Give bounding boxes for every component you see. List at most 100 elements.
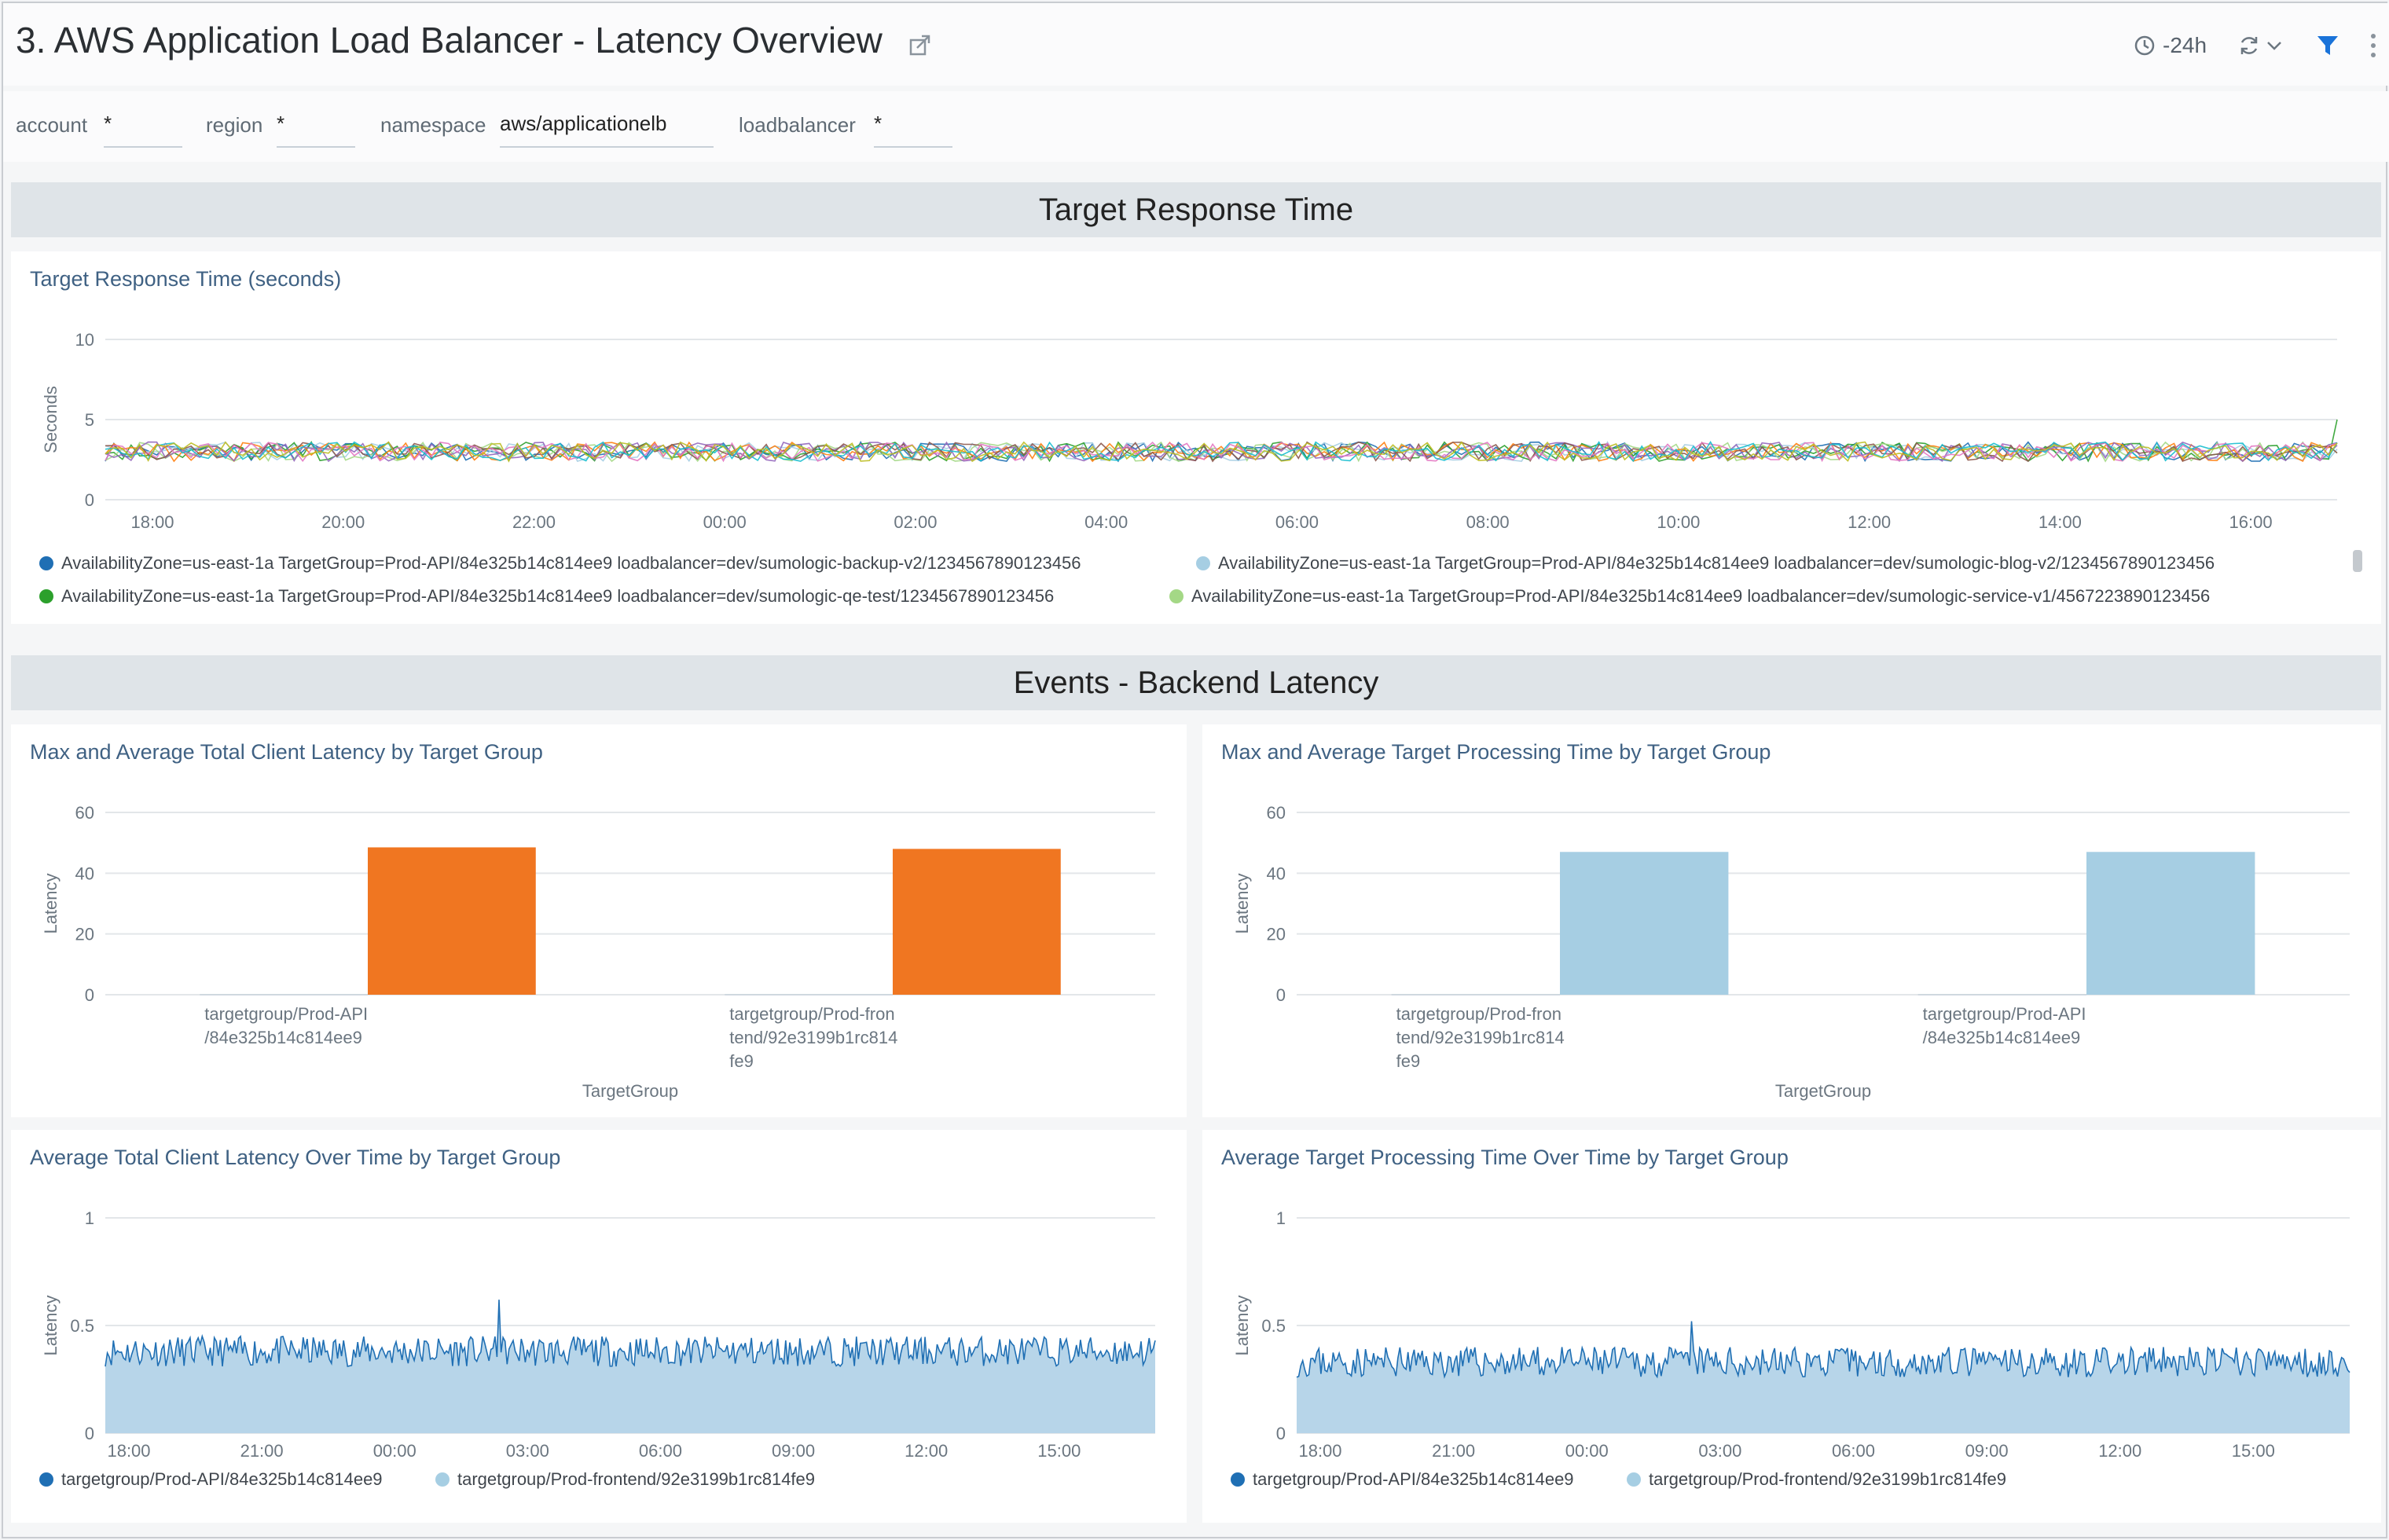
y-tick-label: 0	[85, 985, 94, 1005]
bar	[2086, 852, 2255, 995]
series-line	[105, 441, 2338, 463]
legend-label: AvailabilityZone=us-east-1a TargetGroup=…	[61, 586, 1055, 606]
refresh-icon	[2240, 37, 2258, 54]
bar	[200, 994, 368, 996]
x-tick-label: 03:00	[506, 1441, 549, 1461]
legend-label: AvailabilityZone=us-east-1a TargetGroup=…	[61, 553, 1081, 573]
client-latency-bar-chart: 0 20 40 60 Latency targetgroup/Prod-API/84e32…	[41, 803, 1155, 1101]
y-tick-label: 0	[1276, 1424, 1286, 1443]
x-tick-label: fe9	[729, 1051, 754, 1071]
x-tick-label: 12:00	[1848, 512, 1891, 532]
y-tick-label: 0	[85, 1424, 94, 1443]
x-tick-label: 12:00	[2098, 1441, 2141, 1461]
filter-input-loadbalancer[interactable]: *	[874, 112, 952, 148]
legend-dot	[39, 589, 53, 603]
x-tick-label: targetgroup/Prod-API	[1923, 1004, 2086, 1024]
share-icon[interactable]	[908, 33, 932, 57]
x-tick-label: tend/92e3199b1rc814	[1396, 1028, 1565, 1047]
legend-label: targetgroup/Prod-API/84e325b14c814ee9	[1253, 1469, 1574, 1489]
legend-item[interactable]: AvailabilityZone=us-east-1a TargetGroup=…	[39, 553, 1081, 574]
x-tick-label: tend/92e3199b1rc814	[729, 1028, 897, 1047]
time-range-label: -24h	[2163, 33, 2207, 57]
series-line	[105, 441, 2338, 463]
x-tick-label: fe9	[1396, 1051, 1421, 1071]
filter-label-namespace: namespace	[380, 113, 486, 137]
panel-title: Average Total Client Latency Over Time b…	[30, 1146, 561, 1169]
legend-item[interactable]: targetgroup/Prod-API/84e325b14c814ee9	[1231, 1469, 1574, 1490]
x-tick-label: 21:00	[240, 1441, 284, 1461]
x-tick-label: /84e325b14c814ee9	[1923, 1028, 2081, 1047]
panel-client-latency-bars: Max and Average Total Client Latency by …	[11, 724, 1187, 1117]
panel-title: Average Target Processing Time Over Time…	[1221, 1146, 1789, 1169]
dashboard-header: 3. AWS Application Load Balancer - Laten…	[3, 3, 2389, 86]
legend-dot	[1196, 556, 1210, 570]
section-backend-latency: Events - Backend Latency	[11, 655, 2381, 710]
x-tick-label: 14:00	[2039, 512, 2082, 532]
x-tick-label: 20:00	[321, 512, 365, 532]
more-options-icon[interactable]	[2369, 31, 2378, 60]
clock-icon	[2134, 35, 2155, 56]
series-line	[1296, 1321, 2350, 1379]
x-tick-label: 12:00	[905, 1441, 948, 1461]
x-tick-label: 06:00	[1275, 512, 1319, 532]
filter-label-region: region	[206, 113, 263, 137]
legend-item[interactable]: targetgroup/Prod-frontend/92e3199b1rc814…	[1627, 1469, 2006, 1490]
x-tick-label: 22:00	[512, 512, 556, 532]
bar	[1917, 994, 2086, 996]
x-tick-label: 18:00	[1298, 1441, 1341, 1461]
x-tick-label: 00:00	[373, 1441, 417, 1461]
x-tick-label: 10:00	[1657, 512, 1700, 532]
legend-scrollbar[interactable]	[2353, 550, 2362, 572]
x-tick-label: 08:00	[1466, 512, 1510, 532]
legend-item[interactable]: AvailabilityZone=us-east-1a TargetGroup=…	[1169, 586, 2210, 607]
time-range-button[interactable]: -24h	[2133, 30, 2207, 61]
y-tick-label: 1	[1276, 1208, 1286, 1228]
filter-bar: account * region * namespace aws/applica…	[3, 91, 2389, 162]
x-tick-label: 00:00	[1565, 1441, 1609, 1461]
panel-processing-bars: Max and Average Target Processing Time b…	[1202, 724, 2381, 1117]
filter-input-region[interactable]: *	[277, 112, 355, 148]
x-tick-label: 18:00	[130, 512, 174, 532]
x-tick-label: 02:00	[894, 512, 937, 532]
y-axis-label: Latency	[41, 1295, 61, 1355]
y-tick-label: 60	[75, 803, 94, 823]
x-tick-label: 04:00	[1084, 512, 1128, 532]
bar	[1560, 852, 1729, 995]
legend-dot	[1231, 1472, 1245, 1487]
panel-title: Max and Average Total Client Latency by …	[30, 740, 543, 764]
filter-label-account: account	[16, 113, 88, 137]
x-tick-label: 06:00	[639, 1441, 682, 1461]
x-tick-label: targetgroup/Prod-API	[204, 1004, 368, 1024]
section-target-response-time: Target Response Time	[11, 182, 2381, 237]
bar	[725, 994, 893, 996]
legend-label: AvailabilityZone=us-east-1a TargetGroup=…	[1191, 586, 2211, 606]
y-tick-label: 20	[1267, 925, 1286, 944]
legend-item[interactable]: AvailabilityZone=us-east-1a TargetGroup=…	[39, 586, 1054, 607]
x-tick-label: 06:00	[1832, 1441, 1875, 1461]
x-tick-label: targetgroup/Prod-fron	[1396, 1004, 1561, 1024]
target-response-time-chart: 0 5 10 Seconds 18:00 20:00 22:00 00:00 02:00 04:0…	[41, 330, 2338, 532]
page-title: 3. AWS Application Load Balancer - Laten…	[16, 20, 883, 60]
legend-item[interactable]: AvailabilityZone=us-east-1a TargetGroup=…	[1196, 553, 2215, 574]
legend-dot	[39, 556, 53, 570]
filter-input-namespace[interactable]: aws/applicationelb	[500, 112, 714, 148]
x-tick-label: /84e325b14c814ee9	[204, 1028, 362, 1047]
processing-time-area-chart: 0 0.5 1 Latency 18:00 21:00 00:00 03:00 06:00 09:…	[1232, 1208, 2350, 1461]
bar	[1391, 994, 1560, 996]
legend-dot	[1627, 1472, 1641, 1487]
x-tick-label: 09:00	[1965, 1441, 2009, 1461]
legend-item[interactable]: targetgroup/Prod-frontend/92e3199b1rc814…	[435, 1469, 815, 1490]
bar	[368, 847, 536, 995]
y-tick-label: 5	[85, 410, 94, 430]
legend-item[interactable]: targetgroup/Prod-API/84e325b14c814ee9	[39, 1469, 383, 1490]
x-tick-label: targetgroup/Prod-fron	[729, 1004, 894, 1024]
filter-input-account[interactable]: *	[104, 112, 182, 148]
panel-processing-time: Average Target Processing Time Over Time…	[1202, 1130, 2381, 1523]
x-axis-label: TargetGroup	[1775, 1081, 1871, 1101]
refresh-button[interactable]	[2237, 30, 2284, 61]
y-tick-label: 40	[1267, 864, 1286, 883]
filter-icon[interactable]	[2315, 33, 2340, 58]
y-axis-label: Latency	[41, 873, 61, 933]
chevron-down-icon[interactable]	[2265, 36, 2284, 55]
